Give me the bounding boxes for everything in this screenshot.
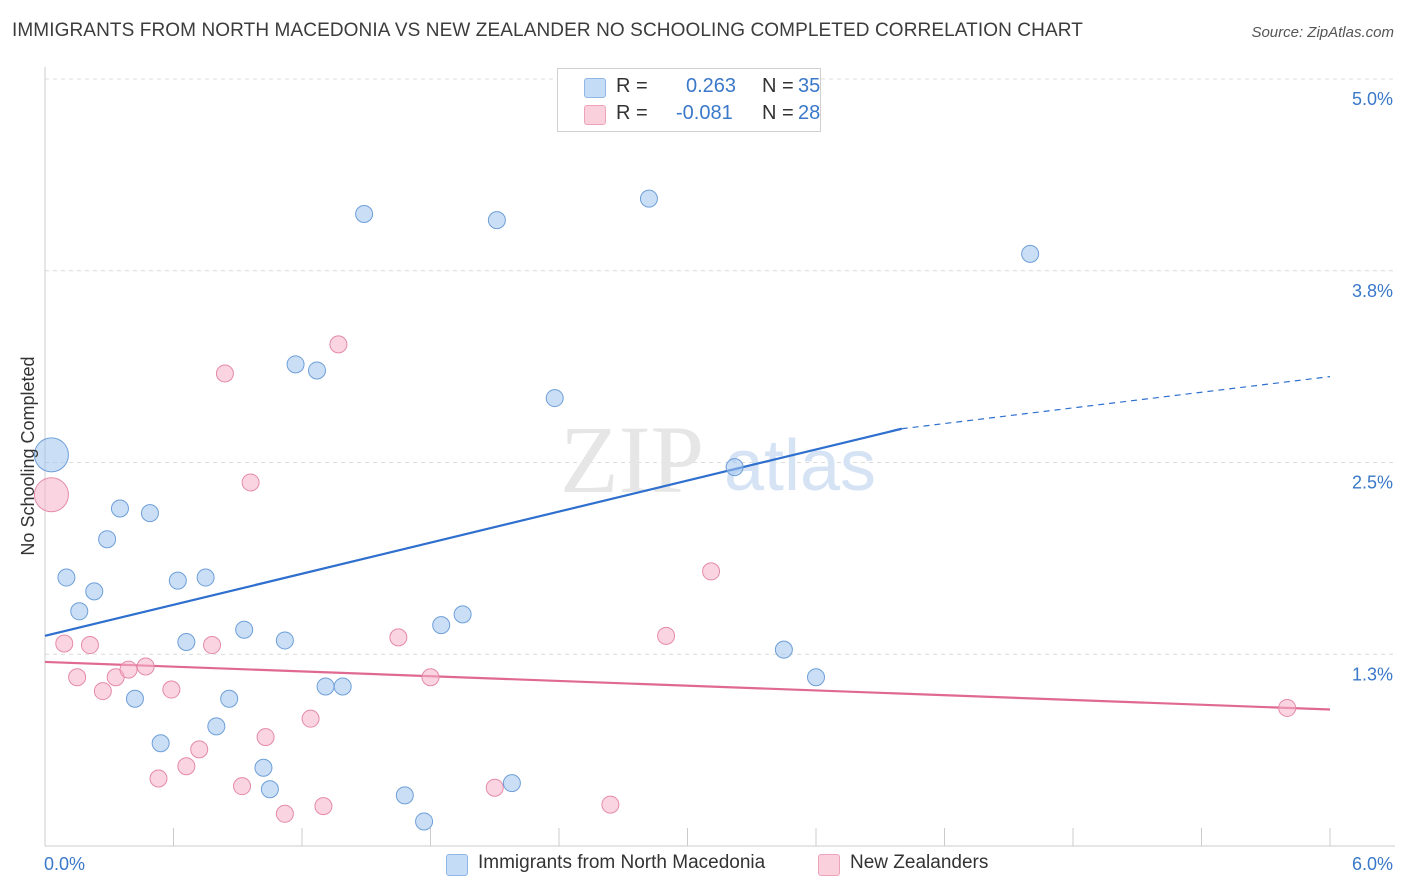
data-point-series2 <box>421 668 440 687</box>
correlation-legend: R = 0.263 N = 35 R = -0.081 N = 28 <box>557 68 821 132</box>
bottom-legend-swatch-series2 <box>818 854 840 876</box>
legend-r-label: R = <box>616 75 648 97</box>
trend-line-series2 <box>44 660 1331 711</box>
data-point-series1 <box>545 389 564 408</box>
data-point-series1 <box>177 632 196 651</box>
legend-r-value: 0.263 <box>686 75 737 97</box>
data-point-series2 <box>233 777 252 796</box>
legend-swatch-series2 <box>584 105 606 125</box>
data-point-series2 <box>162 680 181 699</box>
data-point-series1 <box>432 616 451 635</box>
data-point-series1 <box>316 677 335 696</box>
data-point-series1 <box>235 620 254 639</box>
legend-n-value: 28 <box>798 102 821 124</box>
y-axis-label: No Schooling Completed <box>18 356 38 555</box>
data-point-series1 <box>487 211 506 230</box>
legend-n-value: 35 <box>798 75 821 97</box>
data-point-series2 <box>119 660 138 679</box>
data-point-series2 <box>702 562 721 581</box>
data-point-series1 <box>70 602 89 621</box>
legend-swatch-series1 <box>584 78 606 98</box>
data-point-series2 <box>256 728 275 747</box>
data-point-series2 <box>215 364 234 383</box>
data-point-series1 <box>220 689 239 708</box>
data-point-series1 <box>57 568 76 587</box>
data-point-series2 <box>329 335 348 354</box>
data-point-series2 <box>657 626 676 645</box>
trend-line-extension-series1 <box>901 376 1331 430</box>
data-point-series1 <box>196 568 215 587</box>
data-point-series2 <box>33 477 69 513</box>
bottom-legend-label-series2: New Zealanders <box>850 852 989 873</box>
data-point-series1 <box>395 786 414 805</box>
data-point-series2 <box>93 682 112 701</box>
data-point-series1 <box>725 458 744 477</box>
data-point-series2 <box>601 795 620 814</box>
x-tick-labels: 0.0% 6.0% <box>44 854 1393 874</box>
source-label: Source: ZipAtlas.com <box>1251 24 1394 41</box>
data-point-series1 <box>415 812 434 831</box>
trend-lines <box>44 376 1331 711</box>
y-tick-labels: 1.3% 2.5% 3.8% 5.0% <box>1352 89 1393 684</box>
y-tick-label: 5.0% <box>1352 89 1393 109</box>
data-point-series2 <box>1278 698 1297 717</box>
grid-lines <box>45 78 1395 655</box>
data-point-series2 <box>80 636 99 655</box>
bottom-legend-swatch-series1 <box>446 854 468 876</box>
chart-title: IMMIGRANTS FROM NORTH MACEDONIA VS NEW Z… <box>12 20 1083 41</box>
data-point-series1 <box>807 668 825 687</box>
data-point-series2 <box>275 804 294 823</box>
data-point-series1 <box>502 774 521 793</box>
data-point-series1 <box>140 504 159 523</box>
data-point-series1 <box>260 780 279 799</box>
data-point-series2 <box>203 636 222 655</box>
data-point-series1 <box>33 437 69 473</box>
data-point-series2 <box>241 473 260 492</box>
y-tick-label: 3.8% <box>1352 281 1393 301</box>
x-tick-label: 6.0% <box>1352 854 1393 874</box>
data-point-series1 <box>151 734 170 753</box>
data-point-series2 <box>177 757 196 776</box>
data-point-series2 <box>301 709 320 728</box>
data-point-series1 <box>307 361 326 380</box>
data-point-series1 <box>333 677 352 696</box>
data-point-series1 <box>355 204 374 223</box>
data-point-series1 <box>453 605 472 624</box>
data-point-series2 <box>68 668 87 687</box>
data-point-series2 <box>55 634 74 653</box>
data-point-series1 <box>98 530 117 549</box>
data-point-series1 <box>254 758 273 777</box>
legend-n-label: N = <box>762 75 794 97</box>
legend-n-label: N = <box>762 102 794 124</box>
axes <box>44 67 1395 847</box>
data-point-series1 <box>286 355 305 374</box>
x-tick-label: 0.0% <box>44 854 85 874</box>
watermark-zip: ZIP <box>560 406 704 513</box>
data-point-series2 <box>136 657 155 676</box>
data-point-series2 <box>314 797 333 816</box>
data-points <box>33 189 1297 831</box>
legend-r-value: -0.081 <box>676 102 733 124</box>
data-point-series1 <box>275 631 294 650</box>
y-tick-label: 1.3% <box>1352 664 1393 684</box>
y-tick-label: 2.5% <box>1352 473 1393 493</box>
data-point-series2 <box>389 628 408 647</box>
data-point-series1 <box>110 499 129 518</box>
data-point-series2 <box>149 769 168 788</box>
trend-line-series1 <box>44 427 902 637</box>
data-point-series1 <box>207 717 226 736</box>
data-point-series2 <box>485 778 504 797</box>
legend-r-label: R = <box>616 102 648 124</box>
bottom-legend-label-series1: Immigrants from North Macedonia <box>478 852 766 873</box>
data-point-series1 <box>774 640 793 659</box>
data-point-series1 <box>168 571 187 590</box>
data-point-series1 <box>639 189 658 208</box>
data-point-series2 <box>190 740 209 759</box>
watermark: ZIP atlas <box>560 406 876 513</box>
data-point-series1 <box>125 689 144 708</box>
data-point-series1 <box>85 582 104 601</box>
data-point-series1 <box>1021 244 1040 263</box>
